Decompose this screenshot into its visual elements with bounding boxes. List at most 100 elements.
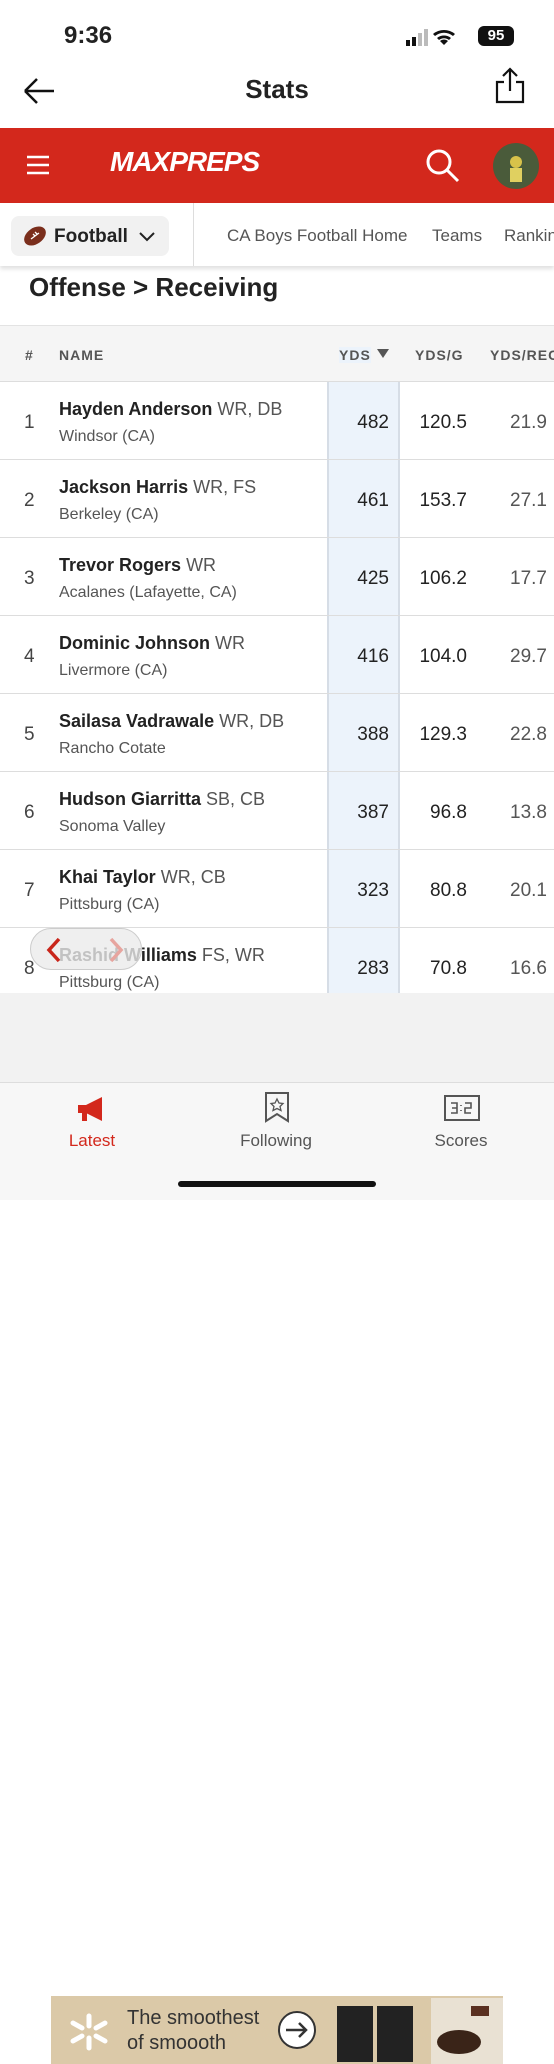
menu-button[interactable] [26, 155, 50, 175]
player-name[interactable]: Dominic Johnson [59, 633, 211, 653]
position: WR, DB [219, 711, 285, 731]
position: WR [186, 555, 217, 575]
rank: 4 [24, 646, 35, 667]
sort-indicator [377, 349, 389, 358]
yds-per-game: 153.7 [419, 490, 467, 511]
school[interactable]: Sonoma Valley [59, 818, 166, 835]
page-title: Stats [245, 74, 309, 104]
ad-banner[interactable]: The smoothest of smoooth [51, 1996, 503, 2064]
chevron [139, 232, 155, 242]
table-row[interactable]: 3 Trevor Rogers WR Acalanes (Lafayette, CA… [0, 538, 554, 616]
yds: 388 [357, 724, 389, 745]
rank: 7 [24, 880, 35, 901]
yds-per-game: 96.8 [430, 802, 467, 823]
screen: {"status":{"time":"9:36","battery":"95"}… [0, 22, 554, 2064]
player-cell[interactable]: Dominic Johnson WR [59, 633, 245, 654]
school[interactable]: Berkeley (CA) [59, 506, 159, 523]
yds-per-game: 129.3 [419, 724, 467, 745]
tab-label[interactable]: Latest [68, 1131, 116, 1150]
ad-area: The smoothest of smoooth [0, 993, 554, 2064]
tab-bar: Latest Following Scores [0, 1082, 554, 1200]
sorted-column [327, 325, 400, 993]
table-row[interactable]: 5 Sailasa Vadrawale WR, DB Rancho Cotate 38… [0, 694, 554, 772]
school[interactable]: Windsor (CA) [59, 428, 156, 445]
search-button[interactable] [425, 148, 461, 184]
avatar[interactable] [492, 142, 540, 190]
position: FS, WR [201, 945, 265, 965]
ad-image [337, 1998, 503, 2064]
player-cell[interactable]: Trevor Rogers WR [59, 555, 216, 576]
player-name[interactable]: Khai Taylor [59, 867, 156, 887]
school[interactable]: Pittsburg (CA) [59, 974, 160, 991]
pager-arrows [46, 937, 124, 963]
yds-per-rec: 13.8 [510, 802, 547, 823]
yds: 323 [357, 880, 389, 901]
tab-label[interactable]: Scores [434, 1131, 488, 1150]
home-indicator [178, 1181, 376, 1187]
yds: 482 [357, 412, 389, 433]
yds-per-rec: 22.8 [510, 724, 547, 745]
latest-icon [78, 1097, 102, 1121]
sport-selector[interactable]: Football [11, 216, 169, 256]
nav-link[interactable]: Rankings [504, 226, 554, 245]
table-row[interactable]: 6 Hudson Giarritta SB, CB Sonoma Valley 387… [0, 772, 554, 850]
table-row[interactable]: 2 Jackson Harris WR, FS Berkeley (CA) 461 15… [0, 460, 554, 538]
rank: 8 [24, 958, 35, 979]
yds-per-rec: 16.6 [510, 958, 547, 979]
player-name[interactable]: Trevor Rogers [59, 555, 182, 575]
player-cell[interactable]: Jackson Harris WR, FS [59, 477, 256, 498]
table-row[interactable]: 4 Dominic Johnson WR Livermore (CA) 416 104.… [0, 616, 554, 694]
rank: 5 [24, 724, 35, 745]
rank: 2 [24, 490, 35, 511]
player-name[interactable]: Hayden Anderson [59, 399, 213, 419]
school[interactable]: Acalanes (Lafayette, CA) [59, 584, 237, 601]
yds-per-rec: 17.7 [510, 568, 547, 589]
yds-per-game: 104.0 [419, 646, 467, 667]
position: WR, FS [193, 477, 257, 497]
header-cell[interactable]: NAME [59, 347, 105, 363]
table-header: # NAME YDS YDS/G YDS/REC [0, 325, 554, 382]
breadcrumb: Offense > Receiving [29, 272, 279, 302]
yds: 425 [357, 568, 389, 589]
header-cell[interactable]: YDS/G [415, 347, 464, 363]
player-cell[interactable]: Hayden Anderson WR, DB [59, 399, 282, 420]
nav-link[interactable]: Teams [432, 226, 483, 245]
player-name[interactable]: Jackson Harris [59, 477, 189, 497]
player-cell[interactable]: Sailasa Vadrawale WR, DB [59, 711, 284, 732]
tab-label[interactable]: Following [240, 1131, 312, 1150]
sport-label: Football [54, 226, 128, 247]
yds-per-rec: 27.1 [510, 490, 547, 511]
school[interactable]: Livermore (CA) [59, 662, 168, 679]
player-name[interactable]: Sailasa Vadrawale [59, 711, 215, 731]
yds: 416 [357, 646, 389, 667]
nav-link[interactable]: CA Boys Football Home [227, 226, 408, 245]
yds: 283 [357, 958, 389, 979]
table-row[interactable]: 7 Khai Taylor WR, CB Pittsburg (CA) 323 80.8… [0, 850, 554, 928]
share-button[interactable] [494, 66, 526, 104]
position: WR, DB [217, 399, 283, 419]
table-row[interactable]: 1 Hayden Anderson WR, DB Windsor (CA) 482 12… [0, 382, 554, 460]
player-cell[interactable]: Khai Taylor WR, CB [59, 867, 226, 888]
yds-per-game: 70.8 [430, 958, 467, 979]
player-name[interactable]: Hudson Giarritta [59, 789, 202, 809]
pager[interactable] [30, 928, 142, 970]
yds-per-game: 106.2 [419, 568, 467, 589]
yds-per-game: 80.8 [430, 880, 467, 901]
header-cell[interactable]: YDS [339, 347, 371, 363]
player-cell[interactable]: Hudson Giarritta SB, CB [59, 789, 265, 810]
brand-bar [0, 128, 554, 203]
yds-per-game: 120.5 [419, 412, 467, 433]
header-cell: # [25, 347, 34, 363]
header-cell[interactable]: YDS/REC [490, 347, 554, 363]
nav-bar: Football CA Boys Football Home Teams Ran… [0, 203, 554, 266]
signal-wifi [406, 29, 455, 46]
rank: 6 [24, 802, 35, 823]
yds-per-rec: 20.1 [510, 880, 547, 901]
school[interactable]: Rancho Cotate [59, 740, 166, 757]
back-button[interactable] [22, 76, 56, 106]
yds-per-rec: 29.7 [510, 646, 547, 667]
school[interactable]: Pittsburg (CA) [59, 896, 160, 913]
yds: 387 [357, 802, 389, 823]
logo[interactable]: MAXPREPS [110, 146, 260, 177]
